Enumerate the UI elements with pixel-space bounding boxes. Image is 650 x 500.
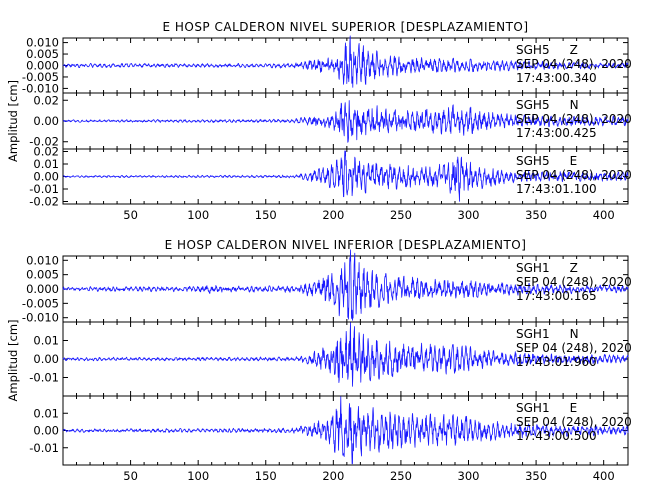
y-tick-label: -0.01 bbox=[29, 371, 59, 385]
y-tick-label: -0.010 bbox=[22, 311, 59, 325]
station-code: SGH5 bbox=[516, 154, 550, 168]
y-tick-label: -0.02 bbox=[29, 135, 59, 149]
component-code: Z bbox=[570, 43, 578, 57]
y-tick-label: 0.005 bbox=[26, 47, 59, 61]
waveform-trace bbox=[62, 322, 629, 387]
x-tick-label: 50 bbox=[123, 208, 138, 222]
date-label: SEP 04 (248), 2020 bbox=[516, 415, 632, 429]
component-code: E bbox=[570, 154, 578, 168]
x-tick-label: 350 bbox=[525, 208, 547, 222]
y-tick-label: 0.000 bbox=[26, 282, 59, 296]
y-tick-label: 0.00 bbox=[33, 352, 59, 366]
station-code: SGH1 bbox=[516, 401, 550, 415]
x-tick-label: 350 bbox=[525, 469, 547, 483]
y-tick-label: -0.02 bbox=[29, 195, 59, 209]
y-tick-label: 0.02 bbox=[33, 145, 59, 159]
waveform-trace bbox=[62, 150, 629, 202]
x-tick-label: 200 bbox=[322, 469, 344, 483]
waveform-trace bbox=[62, 396, 629, 465]
y-tick-label: 0.01 bbox=[33, 334, 59, 348]
station-label: SGH5 N bbox=[516, 98, 579, 112]
component-code: E bbox=[570, 401, 578, 415]
x-tick-label: 150 bbox=[255, 469, 277, 483]
time-label: 17:43:00.425 bbox=[516, 126, 597, 140]
time-label: 17:43:01.100 bbox=[516, 182, 597, 196]
time-label: 17:43:00.165 bbox=[516, 289, 597, 303]
x-tick-label: 100 bbox=[187, 469, 209, 483]
station-code: SGH5 bbox=[516, 43, 550, 57]
y-tick-label: 0.00 bbox=[33, 170, 59, 184]
waveform-trace bbox=[62, 249, 629, 321]
time-label: 17:43:01.960 bbox=[516, 355, 597, 369]
seismogram-panel-inferior: E HOSP CALDERON NIVEL INFERIOR [DESPLAZA… bbox=[6, 238, 632, 483]
x-tick-label: 300 bbox=[458, 469, 480, 483]
y-tick-label: 0.00 bbox=[33, 424, 59, 438]
y-tick-label: 0.02 bbox=[33, 93, 59, 107]
y-tick-label: 0.000 bbox=[26, 59, 59, 73]
x-tick-label: 250 bbox=[390, 208, 412, 222]
date-label: SEP 04 (248), 2020 bbox=[516, 168, 632, 182]
time-label: 17:43:00.500 bbox=[516, 429, 597, 443]
x-tick-label: 250 bbox=[390, 469, 412, 483]
station-code: SGH5 bbox=[516, 98, 550, 112]
station-code: SGH1 bbox=[516, 261, 550, 275]
date-label: SEP 04 (248), 2020 bbox=[516, 341, 632, 355]
waveform-trace bbox=[62, 35, 629, 88]
x-tick-label: 200 bbox=[322, 208, 344, 222]
y-tick-label: -0.005 bbox=[22, 296, 59, 310]
y-tick-label: 0.01 bbox=[33, 157, 59, 171]
x-tick-label: 400 bbox=[593, 469, 615, 483]
x-tick-label: 400 bbox=[593, 208, 615, 222]
panel-title: E HOSP CALDERON NIVEL SUPERIOR [DESPLAZA… bbox=[162, 20, 528, 34]
station-label: SGH1 Z bbox=[516, 261, 578, 275]
y-tick-label: 0.010 bbox=[26, 36, 59, 50]
date-label: SEP 04 (248), 2020 bbox=[516, 275, 632, 289]
y-tick-label: 0.01 bbox=[33, 406, 59, 420]
x-tick-label: 50 bbox=[123, 469, 138, 483]
component-code: Z bbox=[570, 261, 578, 275]
station-label: SGH5 E bbox=[516, 154, 577, 168]
station-code: SGH1 bbox=[516, 327, 550, 341]
y-tick-label: 0.010 bbox=[26, 253, 59, 267]
y-tick-label: -0.01 bbox=[29, 182, 59, 196]
y-tick-label: -0.005 bbox=[22, 70, 59, 84]
y-axis-label: Amplitud [cm] bbox=[6, 319, 20, 401]
station-label: SGH5 Z bbox=[516, 43, 578, 57]
station-label: SGH1 N bbox=[516, 327, 579, 341]
y-tick-label: 0.00 bbox=[33, 114, 59, 128]
component-code: N bbox=[570, 98, 579, 112]
x-tick-label: 150 bbox=[255, 208, 277, 222]
y-axis-label: Amplitud [cm] bbox=[6, 80, 20, 162]
seismogram-panel-superior: E HOSP CALDERON NIVEL SUPERIOR [DESPLAZA… bbox=[6, 20, 632, 222]
component-code: N bbox=[570, 327, 579, 341]
panel-title: E HOSP CALDERON NIVEL INFERIOR [DESPLAZA… bbox=[165, 238, 527, 252]
waveform-trace bbox=[62, 100, 629, 143]
x-tick-label: 300 bbox=[458, 208, 480, 222]
y-tick-label: -0.010 bbox=[22, 81, 59, 95]
date-label: SEP 04 (248), 2020 bbox=[516, 57, 632, 71]
time-label: 17:43:00.340 bbox=[516, 71, 597, 85]
x-tick-label: 100 bbox=[187, 208, 209, 222]
station-label: SGH1 E bbox=[516, 401, 577, 415]
date-label: SEP 04 (248), 2020 bbox=[516, 112, 632, 126]
y-tick-label: 0.005 bbox=[26, 268, 59, 282]
y-tick-label: -0.01 bbox=[29, 441, 59, 455]
